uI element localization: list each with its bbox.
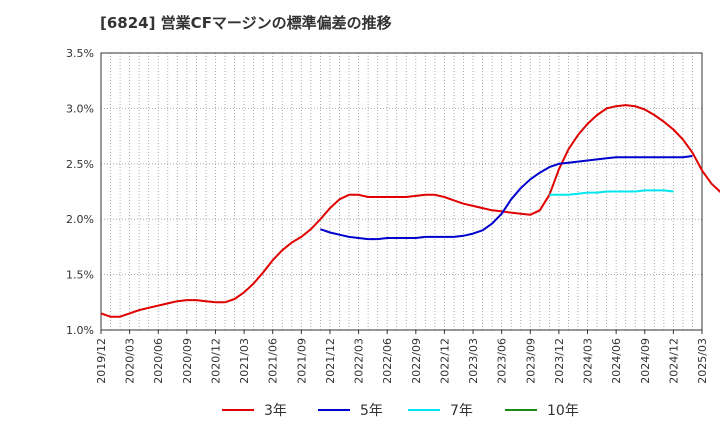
- legend-label-1: 3年: [264, 403, 287, 419]
- y-tick-label: 1.0%: [66, 324, 94, 337]
- x-tick-label: 2023/06: [496, 338, 509, 384]
- x-tick-label: 2024/06: [610, 338, 623, 384]
- y-tick-label: 3.5%: [66, 47, 94, 60]
- plot-frame: [100, 52, 703, 331]
- x-tick-label: 2023/12: [553, 338, 566, 384]
- y-tick-label: 3.0%: [66, 102, 94, 115]
- y-tick-label: 1.5%: [66, 269, 94, 282]
- x-tick-label: 2021/03: [238, 338, 251, 384]
- x-tick-label: 2023/09: [524, 338, 537, 384]
- chart-title: [6824] 営業CFマージンの標準偏差の推移: [100, 14, 392, 32]
- x-tick-label: 2025/03: [696, 338, 709, 384]
- legend-label-3: 7年: [450, 403, 473, 419]
- x-tick-label: 2021/06: [267, 338, 280, 384]
- x-tick-label: 2020/03: [124, 338, 137, 384]
- series-line-2: [320, 155, 693, 241]
- x-tick-label: 2021/12: [324, 338, 337, 384]
- y-tick-label: 2.0%: [66, 213, 94, 226]
- x-tick-label: 2022/12: [438, 338, 451, 384]
- x-tick-label: 2020/12: [209, 338, 222, 384]
- x-tick-label: 2024/03: [582, 338, 595, 384]
- x-tick-label: 2023/03: [467, 338, 480, 384]
- x-tick-label: 2021/09: [295, 338, 308, 384]
- x-tick-label: 2022/06: [381, 338, 394, 384]
- x-tick-label: 2024/12: [667, 338, 680, 384]
- series-line-1: [100, 104, 720, 318]
- legend-label-2: 5年: [360, 403, 383, 419]
- x-tick-label: 2022/09: [410, 338, 423, 384]
- x-tick-label: 2020/09: [181, 338, 194, 384]
- x-tick-label: 2022/03: [353, 338, 366, 384]
- x-tick-label: 2024/09: [639, 338, 652, 384]
- x-tick-label: 2019/12: [95, 338, 108, 384]
- series-line-3: [549, 189, 674, 196]
- legend-label-4: 10年: [547, 403, 579, 419]
- x-tick-label: 2020/06: [152, 338, 165, 384]
- y-tick-label: 2.5%: [66, 158, 94, 171]
